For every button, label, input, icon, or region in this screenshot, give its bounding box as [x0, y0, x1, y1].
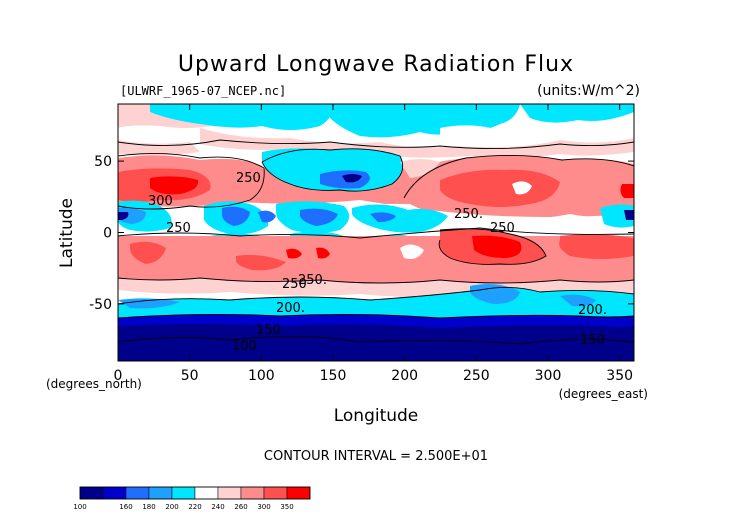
colorbar-swatch: [148, 486, 173, 500]
field-patch: [316, 247, 330, 259]
field-patch: [470, 284, 520, 304]
contour-label: 250.: [298, 273, 327, 288]
x-tick-label: 150: [320, 368, 347, 384]
y-axis-label: Latitude: [57, 198, 77, 268]
field-patch: [236, 254, 286, 271]
colorbar-tick-label: 220: [188, 503, 201, 511]
x-unit-label: (degrees_east): [559, 387, 648, 401]
field-patch: [222, 206, 250, 226]
contour-line: [261, 148, 404, 192]
contour-label: 250.: [454, 207, 483, 222]
colorbar-swatch: [171, 486, 196, 500]
contour-line: [438, 228, 547, 265]
contour-label: 250: [490, 221, 515, 236]
colorbar-tick-label: 300: [257, 503, 270, 511]
contour-label: 300: [148, 194, 173, 209]
contour-line: [118, 287, 634, 305]
colorbar-swatch: [217, 486, 242, 500]
field-patch: [130, 241, 166, 264]
colorbar-swatch: [102, 486, 127, 500]
field-patch: [620, 184, 634, 198]
field-patch: [440, 125, 504, 148]
colorbar-swatch: [125, 486, 150, 500]
field-patch: [118, 236, 634, 284]
contour-label: 200.: [578, 303, 607, 318]
field-patch: [352, 204, 448, 233]
y-tick-label: -50: [89, 297, 112, 313]
field-patch: [512, 181, 532, 195]
colorbar-tick-label: 100: [73, 503, 86, 511]
contour-line: [118, 313, 634, 319]
contour-label: 250: [236, 171, 261, 186]
field-patch: [400, 244, 424, 259]
file-label: [ULWRF_1965-07_NCEP.nc]: [120, 84, 286, 98]
y-axis: -50 0 50: [89, 154, 634, 313]
field-patch: [286, 248, 302, 259]
colorbar-swatch: [240, 486, 265, 500]
x-tick-label: 300: [535, 368, 562, 384]
colorbar-frame: [79, 486, 311, 500]
x-tick-label: 50: [181, 368, 199, 384]
field-patch: [300, 208, 338, 226]
units-label: (units:W/m^2): [537, 83, 640, 99]
colorbar-tick-label: 160: [119, 503, 132, 511]
x-axis-label: Longitude: [334, 406, 419, 426]
colorbar-swatch: [79, 486, 104, 500]
contour-line: [403, 154, 634, 199]
contour-line: [118, 277, 634, 284]
x-tick-label: 350: [606, 368, 633, 384]
field-patch: [400, 159, 440, 178]
colorbar: 100 160 180 200 220 240 260 300 350: [73, 486, 311, 511]
field-patch: [118, 298, 180, 309]
field-patch: [440, 169, 560, 207]
field-patch: [624, 210, 634, 220]
field-patch: [559, 234, 634, 259]
colorbar-tick-label: 200: [165, 503, 178, 511]
heatmap-field: [118, 104, 634, 361]
chart-title: Upward Longwave Radiation Flux: [178, 52, 574, 77]
contour-interval-text: CONTOUR INTERVAL = 2.500E+01: [264, 449, 488, 464]
colorbar-tick-label: 180: [142, 503, 155, 511]
colorbar-swatch: [263, 486, 288, 500]
contour-line: [118, 336, 634, 345]
x-tick-label: 100: [248, 368, 275, 384]
field-patch: [258, 210, 276, 223]
contour-label: 250: [282, 277, 307, 292]
y-unit-label: (degrees_north): [46, 377, 142, 391]
contour-label: 200.: [276, 301, 305, 316]
field-patch: [150, 176, 199, 195]
y-tick-label: 0: [103, 226, 112, 242]
x-tick-label: 0: [114, 368, 123, 384]
field-patch: [342, 174, 362, 183]
field-patch: [472, 235, 522, 258]
colorbar-tick-label: 350: [280, 503, 293, 511]
field-patch: [560, 294, 596, 307]
field-patch: [118, 212, 129, 220]
colorbar-swatch: [286, 486, 311, 500]
contour-label: 150: [580, 333, 605, 348]
contour-line: [118, 152, 265, 210]
field-patch: [150, 104, 332, 130]
x-axis: 0 50 100 150 200 250 300 350: [114, 104, 633, 384]
field-patch: [118, 140, 200, 156]
contour-label: 100: [232, 339, 257, 354]
colorbar-swatch: [194, 486, 219, 500]
x-tick-label: 250: [463, 368, 490, 384]
y-tick-label: 50: [94, 154, 112, 170]
x-tick-label: 200: [391, 368, 418, 384]
contour-lines: [118, 139, 634, 345]
contour-line: [118, 139, 634, 150]
field-patch: [370, 212, 396, 222]
contour-line: [118, 227, 634, 239]
contour-label: 250: [166, 221, 191, 236]
colorbar-tick-label: 240: [211, 503, 224, 511]
contour-label: 150: [256, 323, 281, 338]
field-patch: [118, 207, 146, 224]
field-patch: [118, 324, 634, 361]
colorbar-tick-label: 260: [234, 503, 247, 511]
